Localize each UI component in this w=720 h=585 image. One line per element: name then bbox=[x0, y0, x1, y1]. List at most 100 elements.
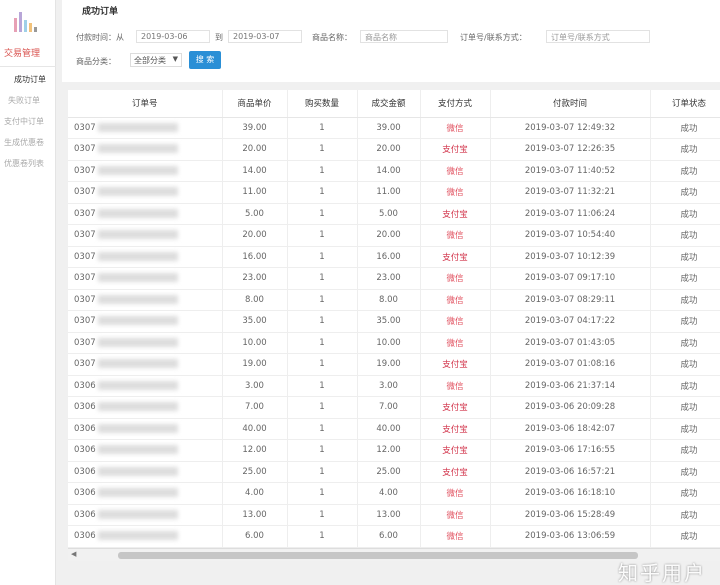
sidebar-item-paying-orders[interactable]: 支付中订单 bbox=[4, 117, 44, 126]
amount: 10.00 bbox=[376, 337, 401, 348]
payment-method: 微信 bbox=[446, 231, 464, 242]
quantity: 1 bbox=[319, 509, 325, 520]
quantity-cell: 1 bbox=[287, 396, 358, 419]
pay-time: 2019-03-06 21:37:14 bbox=[524, 380, 616, 391]
redacted-order-number bbox=[97, 445, 178, 455]
payment-method: 支付宝 bbox=[442, 209, 468, 220]
search-button[interactable]: 搜 索 bbox=[189, 51, 221, 69]
sidebar-item-failed-orders[interactable]: 失败订单 bbox=[8, 96, 40, 105]
order-status: 成功 bbox=[680, 489, 698, 500]
order-status: 成功 bbox=[680, 252, 698, 263]
pay-time-cell: 2019-03-06 18:42:07 bbox=[490, 418, 651, 440]
table-row[interactable]: 0307 35.00 1 35.00 微信 2019-03-07 04:17:22 成功 bbox=[68, 310, 720, 333]
amount-cell: 10.00 bbox=[357, 332, 421, 354]
order-status-cell: 成功 bbox=[650, 525, 720, 548]
quantity-cell: 1 bbox=[287, 353, 358, 376]
payment-method: 微信 bbox=[446, 274, 464, 285]
table-row[interactable]: 0307 19.00 1 19.00 支付宝 2019-03-07 01:08:16 成功 bbox=[68, 353, 720, 376]
payment-method: 微信 bbox=[446, 532, 464, 543]
amount: 40.00 bbox=[376, 423, 401, 434]
table-row[interactable]: 0307 14.00 1 14.00 微信 2019-03-07 11:40:52 成功 bbox=[68, 160, 720, 182]
amount-cell: 14.00 bbox=[357, 160, 421, 182]
amount-cell: 25.00 bbox=[357, 461, 421, 483]
order-id-cell: 0307 bbox=[68, 267, 223, 290]
table-row[interactable]: 0306 6.00 1 6.00 微信 2019-03-06 13:06:59 成功 bbox=[68, 525, 720, 548]
pay-time-cell: 2019-03-07 12:49:32 bbox=[490, 117, 651, 139]
date-to-input[interactable]: 2019-03-07 bbox=[228, 30, 302, 43]
table-row[interactable]: 0307 23.00 1 23.00 微信 2019-03-07 09:17:10 成功 bbox=[68, 267, 720, 290]
order-status: 成功 bbox=[680, 188, 698, 199]
table-row[interactable]: 0306 13.00 1 13.00 微信 2019-03-06 15:28:49 成功 bbox=[68, 504, 720, 526]
table-row[interactable]: 0306 7.00 1 7.00 支付宝 2019-03-06 20:09:28 成功 bbox=[68, 396, 720, 419]
sidebar-item-success-orders[interactable]: 成功订单 bbox=[14, 75, 46, 84]
pay-time: 2019-03-07 10:54:40 bbox=[524, 230, 616, 241]
table-row[interactable]: 0307 5.00 1 5.00 支付宝 2019-03-07 11:06:24 成功 bbox=[68, 203, 720, 225]
table-row[interactable]: 0307 8.00 1 8.00 微信 2019-03-07 08:29:11 成功 bbox=[68, 289, 720, 311]
order-id: 0307 bbox=[74, 294, 96, 305]
order-status-cell: 成功 bbox=[650, 461, 720, 483]
pay-time-cell: 2019-03-06 16:18:10 bbox=[490, 482, 651, 505]
order-id-cell: 0306 bbox=[68, 504, 223, 526]
chart-logo-icon bbox=[12, 10, 40, 32]
order-id: 0307 bbox=[74, 316, 96, 327]
sidebar-item-create-coupon[interactable]: 生成优惠卷 bbox=[4, 138, 44, 147]
table-row[interactable]: 0306 40.00 1 40.00 支付宝 2019-03-06 18:42:07 成功 bbox=[68, 418, 720, 440]
quantity-cell: 1 bbox=[287, 181, 358, 204]
quantity-cell: 1 bbox=[287, 224, 358, 247]
amount-cell: 13.00 bbox=[357, 504, 421, 526]
table-row[interactable]: 0307 11.00 1 11.00 微信 2019-03-07 11:32:21 成功 bbox=[68, 181, 720, 204]
order-id: 0306 bbox=[74, 402, 96, 413]
amount: 14.00 bbox=[376, 165, 401, 176]
order-id: 0306 bbox=[74, 466, 96, 477]
orders-table: 订单号 商品单价 购买数量 成交金额 支付方式 付款时间 订单状态 0307 39.00 1 39… bbox=[68, 90, 720, 548]
unit-price: 23.00 bbox=[242, 273, 267, 284]
table-row[interactable]: 0307 20.00 1 20.00 支付宝 2019-03-07 12:26:35 成功 bbox=[68, 138, 720, 161]
table-row[interactable]: 0306 4.00 1 4.00 微信 2019-03-06 16:18:10 成功 bbox=[68, 482, 720, 505]
table-row[interactable]: 0307 20.00 1 20.00 微信 2019-03-07 10:54:40 成功 bbox=[68, 224, 720, 247]
pay-time-cell: 2019-03-06 20:09:28 bbox=[490, 396, 651, 419]
redacted-order-number bbox=[97, 466, 178, 476]
sidebar-item-coupon-list[interactable]: 优惠卷列表 bbox=[4, 159, 44, 168]
order-status-cell: 成功 bbox=[650, 117, 720, 139]
payment-method-cell: 微信 bbox=[420, 310, 491, 333]
order-id-cell: 0307 bbox=[68, 353, 223, 376]
sidebar-section-trade[interactable]: 交易管理 bbox=[4, 49, 41, 59]
order-id-cell: 0307 bbox=[68, 181, 223, 204]
category-select[interactable]: 全部分类 ▼ bbox=[130, 53, 182, 67]
scroll-left-arrow-icon[interactable]: ◀ bbox=[71, 550, 77, 558]
pay-time-cell: 2019-03-07 12:26:35 bbox=[490, 138, 651, 161]
table-row[interactable]: 0306 3.00 1 3.00 微信 2019-03-06 21:37:14 成功 bbox=[68, 375, 720, 397]
table-row[interactable]: 0307 16.00 1 16.00 支付宝 2019-03-07 10:12:39 成功 bbox=[68, 246, 720, 268]
column-header: 成交金额 bbox=[357, 90, 421, 118]
scrollbar-thumb[interactable] bbox=[118, 552, 638, 559]
unit-price: 40.00 bbox=[242, 423, 267, 434]
page-title: 成功订单 bbox=[82, 7, 119, 17]
unit-price-cell: 23.00 bbox=[222, 267, 288, 290]
product-name-label: 商品名称： bbox=[312, 33, 352, 42]
amount: 7.00 bbox=[379, 402, 398, 413]
table-row[interactable]: 0307 39.00 1 39.00 微信 2019-03-07 12:49:32 成功 bbox=[68, 117, 720, 139]
payment-method-cell: 支付宝 bbox=[420, 203, 491, 225]
watermark: 知乎用户 bbox=[618, 561, 706, 585]
unit-price-cell: 13.00 bbox=[222, 504, 288, 526]
product-name-input[interactable]: 商品名称 bbox=[360, 30, 448, 43]
table-row[interactable]: 0306 12.00 1 12.00 支付宝 2019-03-06 17:16:55 成功 bbox=[68, 439, 720, 462]
horizontal-scrollbar[interactable]: ◀ bbox=[68, 548, 720, 561]
amount: 11.00 bbox=[376, 187, 401, 198]
redacted-order-number bbox=[97, 423, 178, 433]
order-status-cell: 成功 bbox=[650, 267, 720, 290]
quantity-cell: 1 bbox=[287, 203, 358, 225]
pay-time-cell: 2019-03-07 09:17:10 bbox=[490, 267, 651, 290]
order-contact-input[interactable]: 订单号/联系方式 bbox=[546, 30, 650, 43]
payment-method-cell: 微信 bbox=[420, 181, 491, 204]
table-row[interactable]: 0306 25.00 1 25.00 支付宝 2019-03-06 16:57:21 成功 bbox=[68, 461, 720, 483]
date-from-input[interactable]: 2019-03-06 bbox=[136, 30, 210, 43]
unit-price-cell: 25.00 bbox=[222, 461, 288, 483]
payment-method: 支付宝 bbox=[442, 424, 468, 435]
order-id-cell: 0307 bbox=[68, 289, 223, 311]
payment-method: 微信 bbox=[446, 295, 464, 306]
unit-price-cell: 35.00 bbox=[222, 310, 288, 333]
table-row[interactable]: 0307 10.00 1 10.00 微信 2019-03-07 01:43:05 成功 bbox=[68, 332, 720, 354]
unit-price: 10.00 bbox=[242, 337, 267, 348]
pay-time: 2019-03-06 15:28:49 bbox=[524, 509, 616, 520]
